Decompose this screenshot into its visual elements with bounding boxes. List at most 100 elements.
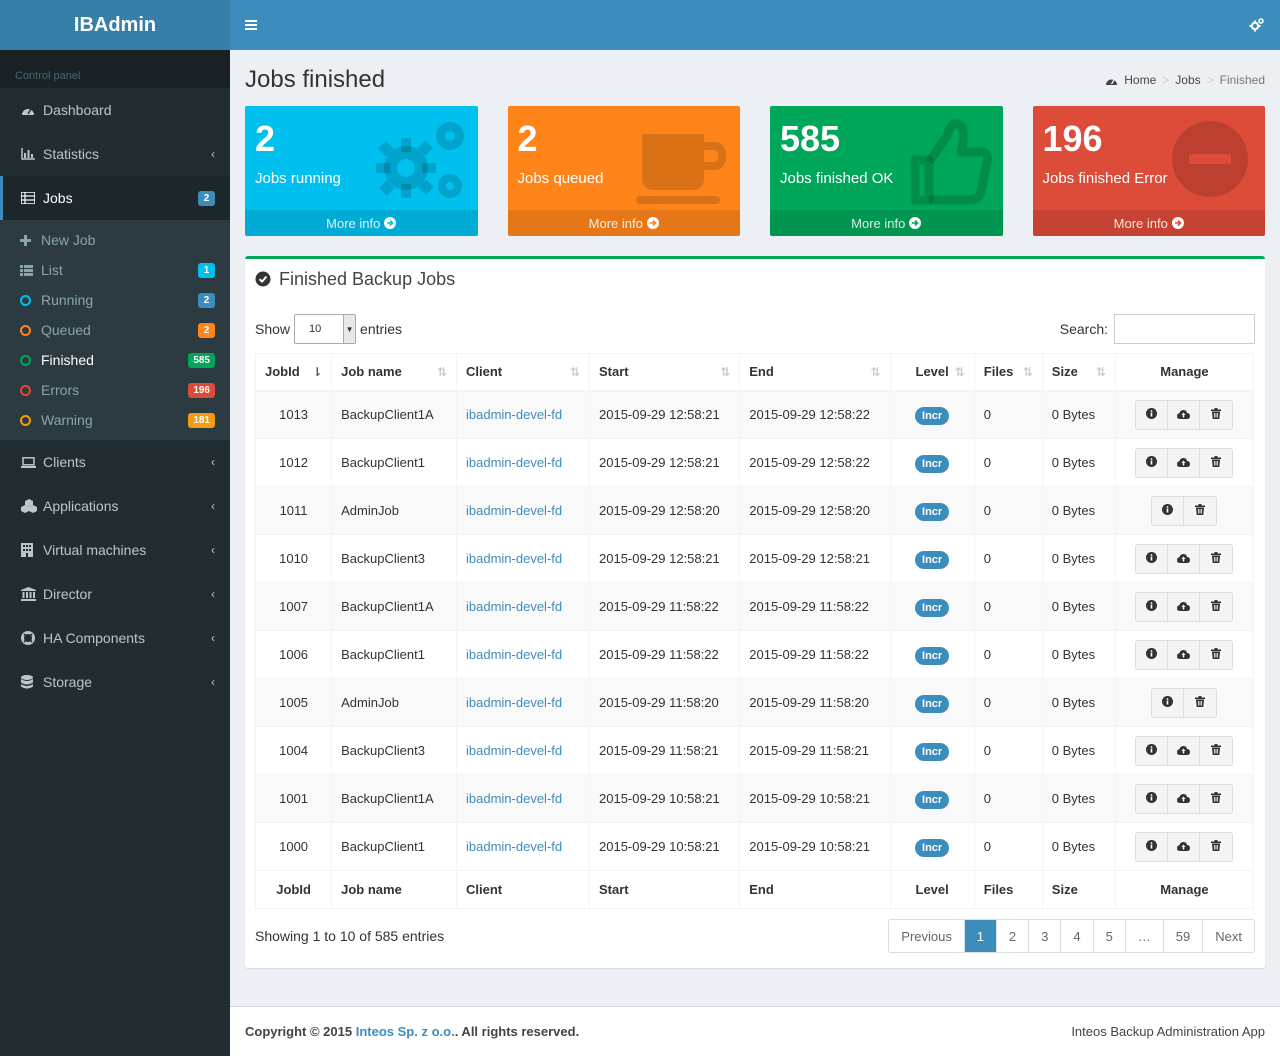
delete-button[interactable] [1200, 784, 1233, 813]
delete-button[interactable] [1184, 496, 1217, 525]
submenu-item-finished[interactable]: Finished 585 [0, 345, 230, 375]
hamburger-icon[interactable] [245, 20, 257, 30]
info-button[interactable] [1136, 544, 1169, 573]
submenu-item-label: Running [41, 292, 94, 308]
column-header-job-name[interactable]: Job name ⇅ [331, 353, 458, 392]
client-link[interactable]: ibadmin-devel-fd [466, 695, 563, 710]
job-id: 1004 [254, 726, 333, 775]
sidebar-item-statistics[interactable]: Statistics ‹ [0, 132, 230, 176]
sidebar-item-applications[interactable]: Applications ‹ [0, 484, 230, 528]
client-link[interactable]: ibadmin-devel-fd [466, 743, 563, 758]
client-link[interactable]: ibadmin-devel-fd [466, 551, 563, 566]
job-files: 0 [973, 390, 1043, 439]
sidebar: IBAdmin Control panel Dashboard Statistic… [0, 0, 230, 1056]
column-header-client[interactable]: Client ⇅ [456, 353, 590, 392]
client-link[interactable]: ibadmin-devel-fd [466, 791, 563, 806]
page-button[interactable]: 59 [1163, 920, 1204, 952]
job-id: 1011 [254, 486, 333, 535]
info-button[interactable] [1152, 688, 1185, 717]
info-button[interactable] [1136, 448, 1169, 477]
job-end: 2015-09-29 11:58:21 [739, 726, 891, 775]
column-footer-label: End [749, 882, 774, 897]
sidebar-item-director[interactable]: Director ‹ [0, 572, 230, 616]
column-header-files[interactable]: Files ⇅ [973, 353, 1043, 392]
column-footer-size: Size [1041, 870, 1116, 909]
sidebar-item-virtual-machines[interactable]: Virtual machines ‹ [0, 528, 230, 572]
column-header-end[interactable]: End ⇅ [739, 353, 891, 392]
list-count-badge: 1 [198, 262, 215, 278]
more-info-link[interactable]: More info [507, 210, 740, 236]
more-info-link[interactable]: More info [770, 210, 1003, 236]
restore-button[interactable] [1168, 592, 1201, 621]
previous-page-button[interactable]: Previous [889, 920, 965, 952]
delete-button[interactable] [1200, 832, 1233, 861]
info-button[interactable] [1136, 640, 1169, 669]
company-link[interactable]: Inteos Sp. z o.o. [355, 1024, 455, 1039]
submenu-item-new-job[interactable]: New Job [0, 225, 230, 255]
column-header-start[interactable]: Start ⇅ [588, 353, 741, 392]
restore-button[interactable] [1168, 736, 1201, 765]
page-button[interactable]: 4 [1061, 920, 1094, 952]
submenu-item-queued[interactable]: Queued 2 [0, 315, 230, 345]
more-info-link[interactable]: More info [1032, 210, 1265, 236]
restore-button[interactable] [1168, 640, 1201, 669]
sidebar-item-jobs[interactable]: Jobs 2 [0, 176, 230, 220]
delete-button[interactable] [1200, 400, 1233, 429]
client-link[interactable]: ibadmin-devel-fd [466, 407, 563, 423]
box-title: Finished Backup Jobs [279, 268, 456, 289]
page-button[interactable]: 2 [996, 920, 1030, 952]
column-header-label: Level [915, 364, 949, 380]
client-link[interactable]: ibadmin-devel-fd [466, 503, 563, 518]
page-length-select[interactable]: 10 ▼ [294, 314, 357, 344]
manage-buttons [1135, 399, 1234, 430]
delete-button[interactable] [1200, 592, 1233, 621]
client-link[interactable]: ibadmin-devel-fd [466, 839, 563, 854]
page-button[interactable]: 3 [1029, 920, 1062, 952]
info-button[interactable] [1136, 832, 1169, 861]
delete-button[interactable] [1200, 544, 1233, 573]
restore-button[interactable] [1168, 544, 1201, 573]
minus-circle-icon [1165, 114, 1255, 207]
column-header-label: Files [983, 364, 1014, 380]
next-page-button[interactable]: Next [1203, 920, 1254, 952]
info-button[interactable] [1152, 496, 1185, 525]
sidebar-item-dashboard[interactable]: Dashboard [0, 88, 230, 132]
column-header-size[interactable]: Size ⇅ [1041, 353, 1116, 392]
restore-button[interactable] [1168, 448, 1201, 477]
column-footer-end: End [739, 870, 891, 909]
restore-button[interactable] [1168, 832, 1201, 861]
app-logo[interactable]: IBAdmin [0, 0, 230, 50]
stat-number: 2 [255, 118, 276, 159]
page-button[interactable]: … [1125, 920, 1164, 952]
info-button[interactable] [1136, 784, 1169, 813]
search-input[interactable] [1114, 314, 1255, 344]
more-info-link[interactable]: More info [245, 210, 478, 236]
delete-button[interactable] [1200, 736, 1233, 765]
breadcrumb-home[interactable]: Home [1124, 73, 1157, 87]
sidebar-item-storage[interactable]: Storage ‹ [0, 660, 230, 704]
client-link[interactable]: ibadmin-devel-fd [466, 455, 563, 470]
info-button[interactable] [1136, 400, 1169, 429]
sidebar-item-clients[interactable]: Clients ‹ [0, 440, 230, 484]
submenu-item-list[interactable]: List 1 [0, 255, 230, 285]
restore-button[interactable] [1168, 784, 1201, 813]
sidebar-item-ha-components[interactable]: HA Components ‹ [0, 616, 230, 660]
page-button[interactable]: 1 [964, 920, 997, 952]
job-id: 1012 [254, 438, 333, 487]
submenu-item-running[interactable]: Running 2 [0, 285, 230, 315]
submenu-item-warning[interactable]: Warning 181 [0, 405, 230, 435]
page-button[interactable]: 5 [1093, 920, 1126, 952]
breadcrumb-jobs[interactable]: Jobs [1175, 73, 1201, 87]
delete-button[interactable] [1200, 448, 1233, 477]
info-button[interactable] [1136, 592, 1169, 621]
restore-button[interactable] [1168, 400, 1201, 429]
delete-button[interactable] [1200, 640, 1233, 669]
column-header-level[interactable]: Level ⇅ [889, 353, 975, 392]
client-link[interactable]: ibadmin-devel-fd [466, 599, 563, 614]
client-link[interactable]: ibadmin-devel-fd [466, 647, 563, 662]
delete-button[interactable] [1184, 688, 1217, 717]
column-header-jobid[interactable]: JobId ⇂ [254, 353, 333, 392]
submenu-item-errors[interactable]: Errors 196 [0, 375, 230, 405]
gears-icon[interactable] [1249, 17, 1265, 33]
info-button[interactable] [1136, 736, 1169, 765]
